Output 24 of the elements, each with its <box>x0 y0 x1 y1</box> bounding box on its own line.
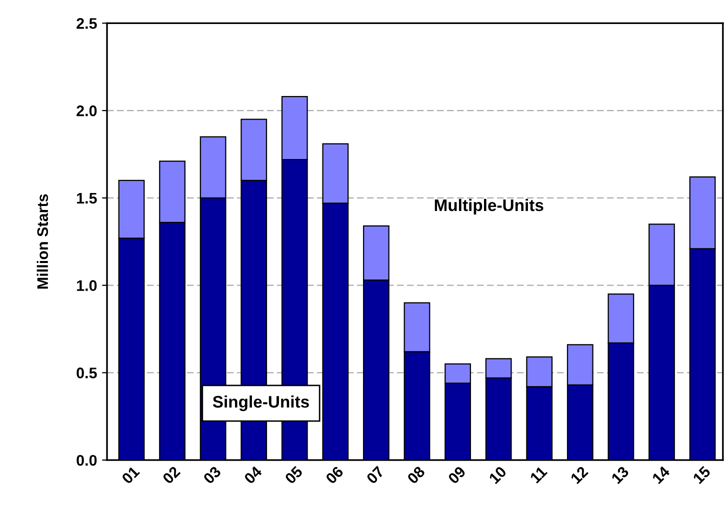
x-tick-label: 10 <box>488 466 508 484</box>
y-tick-label: 0.5 <box>76 368 97 378</box>
x-tick-label: 08 <box>406 466 426 484</box>
y-axis-title: Million Starts <box>36 194 48 289</box>
y-tick-label: 2.0 <box>76 105 97 116</box>
y-tick-label: 2.5 <box>76 18 97 29</box>
text: Multiple-Units <box>434 198 544 214</box>
y-tick-label: 1.5 <box>77 192 97 204</box>
x-tick-label: 06 <box>325 466 344 484</box>
x-tick-label: 15 <box>692 466 712 484</box>
y-tick-label: 1.0 <box>77 280 97 292</box>
x-tick-label: 09 <box>447 466 466 484</box>
x-tick-label: 07 <box>366 466 385 484</box>
x-tick-label: 14 <box>652 465 670 484</box>
x-tick-label: 01 <box>121 466 140 484</box>
x-tick-label: 03 <box>202 466 222 484</box>
x-tick-label: 12 <box>570 466 589 484</box>
x-tick-label: 04 <box>244 465 263 484</box>
y-tick-label: 0.0 <box>76 454 97 466</box>
series-label: Single-Units <box>212 395 309 412</box>
x-tick-label: 13 <box>610 466 630 484</box>
x-tick-label: 11 <box>530 466 548 484</box>
x-tick-label: 02 <box>162 466 181 484</box>
x-tick-label: 05 <box>284 466 304 484</box>
